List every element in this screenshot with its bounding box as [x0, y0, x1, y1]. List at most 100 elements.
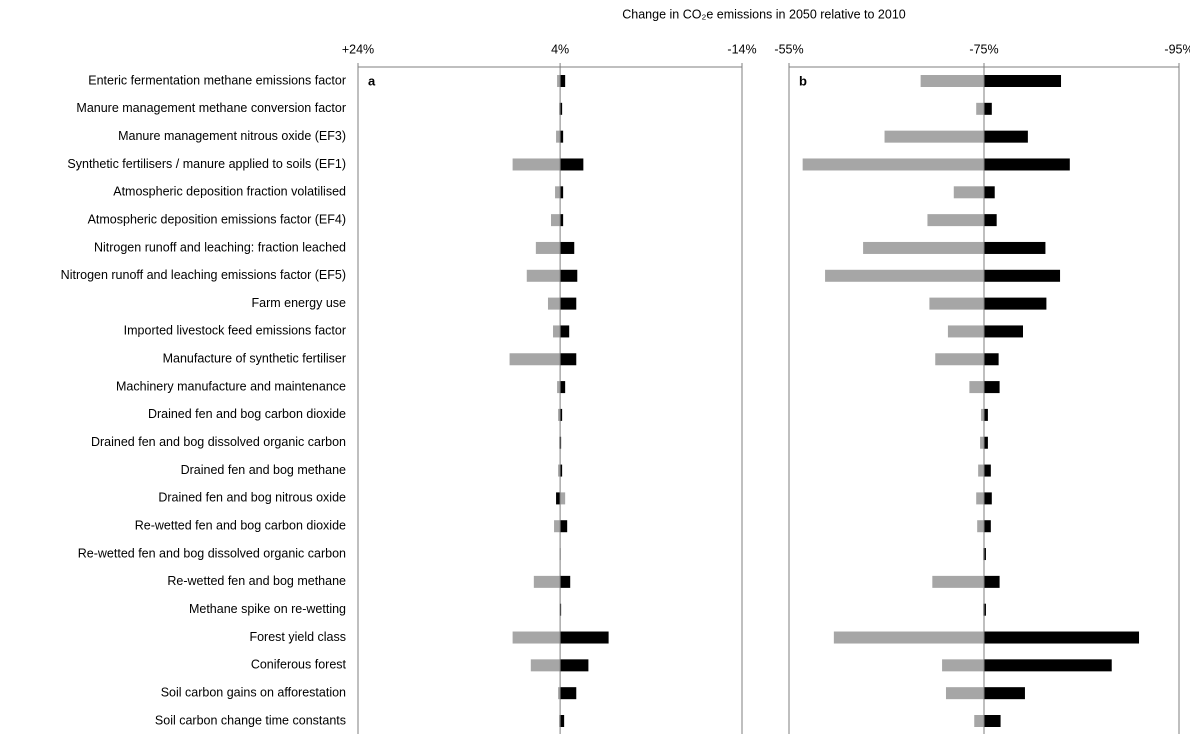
- bar: [560, 130, 564, 143]
- bar: [932, 575, 984, 588]
- bar: [558, 464, 561, 477]
- x-tick-label: -95%: [1164, 42, 1190, 56]
- bar: [560, 214, 564, 227]
- x-tick-label: -75%: [969, 42, 998, 56]
- bar: [560, 436, 562, 449]
- bar: [560, 408, 563, 421]
- x-tick-label: -55%: [774, 42, 803, 56]
- bar: [551, 214, 561, 227]
- bar: [509, 353, 561, 366]
- bar: [557, 381, 561, 394]
- bar: [981, 408, 984, 421]
- bar: [554, 520, 561, 533]
- bar: [984, 241, 1046, 254]
- bar: [560, 603, 562, 616]
- bar: [953, 186, 984, 199]
- category-label: Soil carbon change time constants: [155, 713, 346, 727]
- bar: [978, 464, 984, 477]
- bar: [557, 75, 561, 87]
- bar: [920, 75, 984, 87]
- bar: [863, 241, 984, 254]
- category-label: Manure management nitrous oxide (EF3): [118, 129, 346, 143]
- bar: [927, 214, 984, 227]
- bar: [969, 381, 984, 394]
- bar: [560, 492, 566, 505]
- category-label: Machinery manufacture and maintenance: [116, 379, 346, 393]
- bar: [980, 436, 984, 449]
- bar: [558, 687, 561, 700]
- bar: [556, 130, 561, 143]
- bar: [560, 353, 577, 366]
- category-label: Imported livestock feed emissions factor: [124, 324, 346, 338]
- bar: [560, 297, 577, 310]
- category-label: Drained fen and bog nitrous oxide: [158, 491, 346, 505]
- bar: [560, 464, 563, 477]
- category-label: Re-wetted fen and bog carbon dioxide: [135, 519, 346, 533]
- bar: [984, 102, 992, 115]
- bar: [560, 241, 575, 254]
- category-label: Manufacture of synthetic fertiliser: [163, 352, 346, 366]
- bar: [984, 381, 1000, 394]
- bar: [560, 687, 577, 700]
- bar: [558, 408, 561, 421]
- bar: [560, 575, 571, 588]
- bar: [547, 297, 561, 310]
- bar: [560, 631, 609, 644]
- bar: [560, 186, 564, 199]
- bar: [984, 715, 1001, 727]
- panel-label: a: [368, 73, 376, 88]
- bar: [560, 381, 566, 394]
- category-label: Drained fen and bog carbon dioxide: [148, 407, 346, 421]
- bar: [560, 520, 568, 533]
- category-label: Manure management methane conversion fac…: [76, 101, 346, 115]
- bar: [556, 492, 561, 505]
- bar: [559, 436, 561, 449]
- bar: [942, 659, 984, 672]
- category-label: Nitrogen runoff and leaching emissions f…: [61, 268, 346, 282]
- bar: [984, 659, 1112, 672]
- bar: [560, 102, 563, 115]
- category-label: Drained fen and bog dissolved organic ca…: [91, 435, 346, 449]
- bar: [535, 241, 561, 254]
- bar: [976, 102, 984, 115]
- bar: [560, 158, 584, 171]
- bar: [555, 186, 561, 199]
- panel-label: b: [799, 73, 807, 88]
- category-label: Re-wetted fen and bog dissolved organic …: [78, 546, 346, 560]
- category-label: Coniferous forest: [251, 658, 347, 672]
- category-label: Drained fen and bog methane: [181, 463, 346, 477]
- bar: [984, 631, 1140, 644]
- bar: [833, 631, 984, 644]
- bar: [560, 715, 565, 727]
- x-tick-label: -14%: [727, 42, 756, 56]
- bar: [945, 687, 984, 700]
- bar: [977, 520, 984, 533]
- bar: [984, 464, 991, 477]
- bar: [802, 158, 984, 171]
- bar: [984, 520, 991, 533]
- panel-frame: [357, 66, 743, 734]
- bar: [533, 575, 561, 588]
- bar: [984, 214, 997, 227]
- bar: [884, 130, 984, 143]
- bar: [984, 269, 1061, 282]
- category-label: Soil carbon gains on afforestation: [161, 685, 346, 699]
- category-label: Atmospheric deposition emissions factor …: [88, 212, 346, 226]
- bar: [984, 603, 986, 616]
- category-label: Synthetic fertilisers / manure applied t…: [67, 157, 346, 171]
- bar: [825, 269, 984, 282]
- bar: [560, 75, 566, 87]
- bar: [984, 492, 992, 505]
- bar: [984, 687, 1025, 700]
- bar: [976, 492, 984, 505]
- bar: [559, 102, 561, 115]
- category-label: Re-wetted fen and bog methane: [167, 574, 346, 588]
- chart-title: Change in CO₂e emissions in 2050 relativ…: [622, 7, 906, 21]
- bar: [935, 353, 984, 366]
- x-tick-label: 4%: [551, 42, 569, 56]
- bar: [526, 269, 561, 282]
- bar: [929, 297, 984, 310]
- category-label: Nitrogen runoff and leaching: fraction l…: [94, 240, 346, 254]
